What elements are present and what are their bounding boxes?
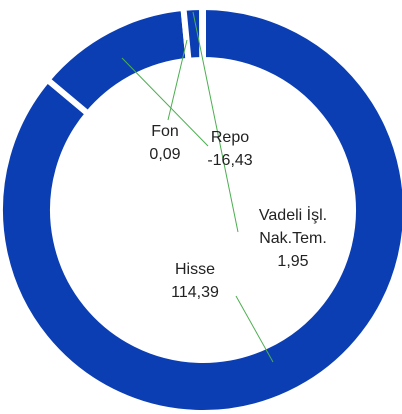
leader-line — [192, 11, 239, 233]
donut-segment — [0, 3, 402, 414]
label-value: 114,39 — [171, 284, 219, 301]
data-label: Vadeli İşl. Nak.Tem. 1,95 — [243, 204, 343, 273]
label-value: 0,09 — [149, 146, 181, 163]
donut-segment — [199, 3, 206, 64]
leader-line — [121, 57, 209, 147]
label-value: -16,43 — [207, 152, 253, 169]
label-name: Hisse — [174, 261, 215, 278]
leader-line — [235, 295, 274, 363]
label-name: Fon — [151, 123, 179, 140]
data-label: Hisse 114,39 — [150, 258, 240, 304]
label-name: Repo — [210, 129, 250, 146]
data-label: Repo -16,43 — [190, 126, 270, 172]
data-label: Fon 0,09 — [130, 120, 200, 166]
label-value: 1,95 — [277, 253, 309, 270]
label-name: Vadeli İşl. Nak.Tem. — [258, 207, 328, 247]
leader-line — [167, 39, 188, 121]
donut-segment — [43, 4, 192, 118]
